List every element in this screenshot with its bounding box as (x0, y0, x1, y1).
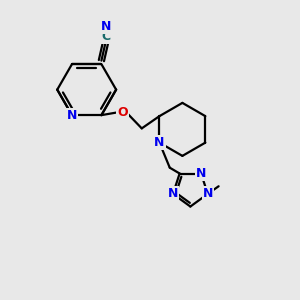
Text: N: N (67, 109, 77, 122)
Text: N: N (202, 188, 213, 200)
Text: N: N (168, 188, 178, 200)
Text: N: N (100, 20, 111, 33)
Text: N: N (154, 136, 165, 149)
Text: O: O (117, 106, 128, 119)
Text: N: N (196, 167, 206, 180)
Text: C: C (101, 30, 110, 43)
